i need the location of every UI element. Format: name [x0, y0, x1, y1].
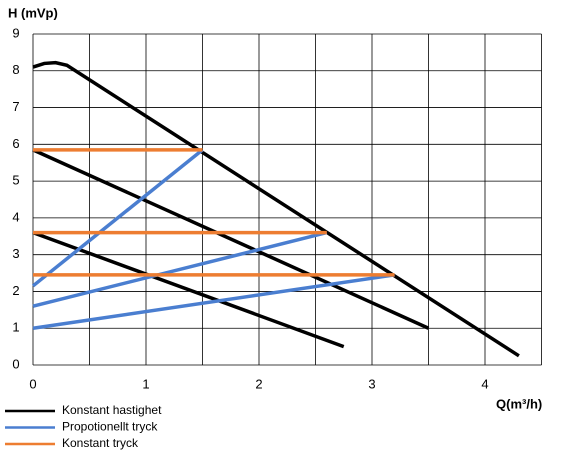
x-axis-label: Q(m³/h) — [496, 396, 542, 411]
x-tick-label: 4 — [481, 376, 488, 391]
y-tick-label: 7 — [12, 99, 19, 114]
series-line — [32, 230, 345, 349]
series-line — [32, 148, 430, 330]
legend-label: Propotionellt tryck — [62, 420, 158, 434]
y-tick-label: 5 — [12, 173, 19, 188]
y-tick-label: 0 — [12, 356, 19, 371]
y-axis-label: H (mVp) — [8, 5, 58, 20]
legend-label: Konstant tryck — [62, 436, 139, 450]
x-tick-label: 2 — [255, 376, 262, 391]
series-line — [32, 273, 395, 330]
y-tick-label: 6 — [12, 136, 19, 151]
series-line — [32, 230, 328, 308]
y-tick-label: 8 — [12, 62, 19, 77]
y-tick-label: 3 — [12, 246, 19, 261]
x-tick-label: 3 — [368, 376, 375, 391]
series-line — [32, 60, 520, 358]
series-line — [31, 148, 204, 288]
x-tick-label: 0 — [29, 376, 36, 391]
y-tick-label: 4 — [12, 209, 19, 224]
x-tick-label: 1 — [142, 376, 149, 391]
y-tick-label: 2 — [12, 283, 19, 298]
y-tick-label: 9 — [12, 25, 19, 40]
legend-label: Konstant hastighet — [62, 403, 162, 417]
y-tick-label: 1 — [12, 320, 19, 335]
